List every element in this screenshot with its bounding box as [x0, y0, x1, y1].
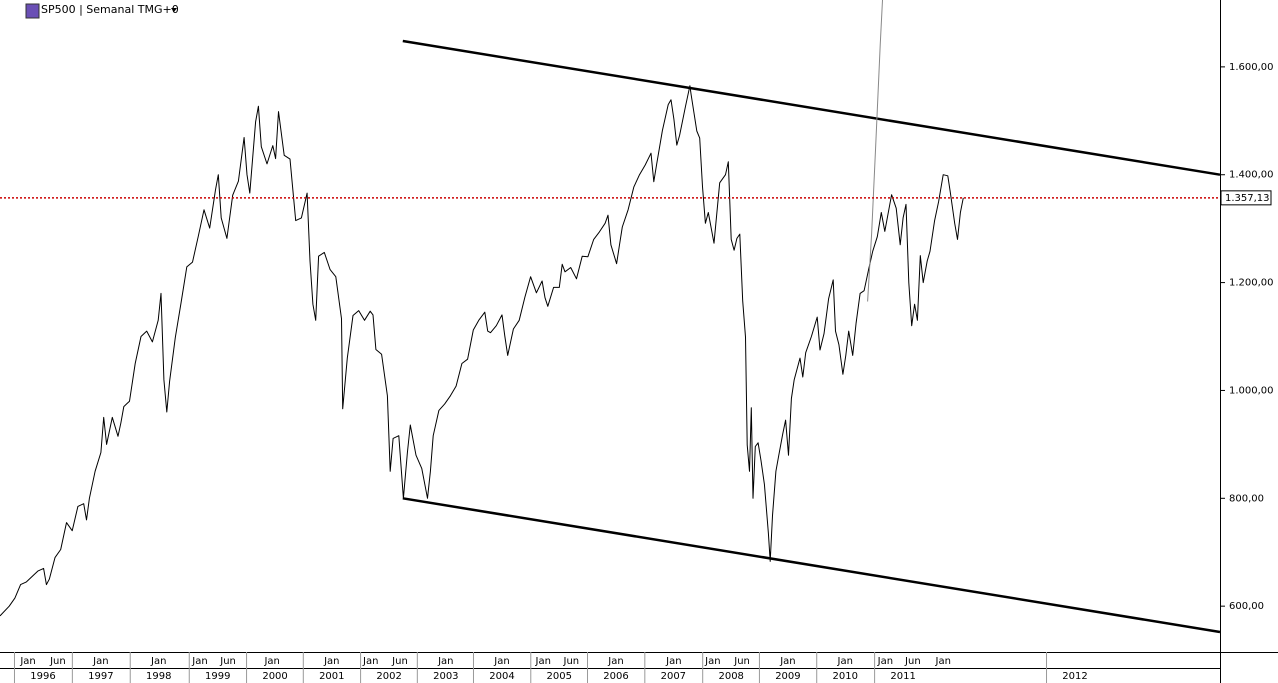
x-tick-label: 1998: [146, 671, 171, 682]
month-tick-label: Jan: [837, 656, 853, 667]
last-price-label: 1.357,13: [1225, 193, 1270, 204]
month-tick-label: Jan: [263, 656, 279, 667]
dropdown-arrow[interactable]: [171, 8, 177, 12]
plot-area: [0, 0, 1221, 634]
axes: 600,00 800,00 1.000,00 1.200,00 1.400,00 1.60…: [13, 62, 1274, 683]
month-tick-label: Jan: [92, 656, 108, 667]
x-tick-label: 2003: [433, 671, 458, 682]
series-line: [402, 39, 1221, 176]
month-tick-label: Jan: [493, 656, 509, 667]
month-tick-label: Jun: [733, 656, 750, 667]
symbol-icon: [25, 3, 40, 19]
x-tick-label: 1996: [30, 671, 55, 682]
month-tick-label: Jan: [323, 656, 339, 667]
month-tick-label: Jun: [49, 656, 66, 667]
month-tick-label: Jan: [362, 656, 378, 667]
x-tick-label: 2000: [262, 671, 287, 682]
x-tick-label: 2002: [376, 671, 401, 682]
month-tick-label: Jan: [704, 656, 720, 667]
x-tick-label: 2005: [547, 671, 572, 682]
month-tick-label: Jan: [437, 656, 453, 667]
month-tick-label: Jan: [535, 656, 551, 667]
month-tick-label: Jan: [877, 656, 893, 667]
month-tick-label: Jan: [607, 656, 623, 667]
month-tick-label: Jun: [563, 656, 580, 667]
series-line: [402, 497, 1221, 634]
series-line: [0, 85, 964, 617]
y-tick-label: 800,00: [1229, 493, 1264, 504]
y-tick-label: 1.600,00: [1229, 62, 1274, 73]
x-tick-label: 2012: [1062, 671, 1087, 682]
y-tick-label: 600,00: [1229, 601, 1264, 612]
month-tick-label: Jun: [219, 656, 236, 667]
x-tick-label: 1997: [88, 671, 113, 682]
month-tick-label: Jan: [935, 656, 951, 667]
x-tick-label: 2011: [890, 671, 915, 682]
x-tick-label: 2001: [319, 671, 344, 682]
y-tick-label: 1.200,00: [1229, 278, 1274, 289]
x-tick-label: 2008: [718, 671, 743, 682]
month-tick-label: Jan: [191, 656, 207, 667]
month-tick-label: Jan: [779, 656, 795, 667]
month-tick-label: Jan: [665, 656, 681, 667]
chart-title[interactable]: SP500 | Semanal TMG+0: [41, 3, 179, 16]
month-tick-label: Jun: [904, 656, 921, 667]
last-price-box: [1220, 190, 1272, 206]
x-tick-label: 2010: [833, 671, 858, 682]
month-tick-label: Jan: [150, 656, 166, 667]
series-line: [867, 0, 883, 302]
x-tick-label: 2004: [489, 671, 514, 682]
month-tick-label: Jun: [391, 656, 408, 667]
y-tick-label: 1.400,00: [1229, 170, 1274, 181]
x-tick-label: 1999: [205, 671, 230, 682]
x-tick-label: 2009: [775, 671, 800, 682]
month-tick-label: Jan: [19, 656, 35, 667]
x-tick-label: 2006: [603, 671, 628, 682]
y-tick-label: 1.000,00: [1229, 385, 1274, 396]
x-tick-label: 2007: [661, 671, 686, 682]
